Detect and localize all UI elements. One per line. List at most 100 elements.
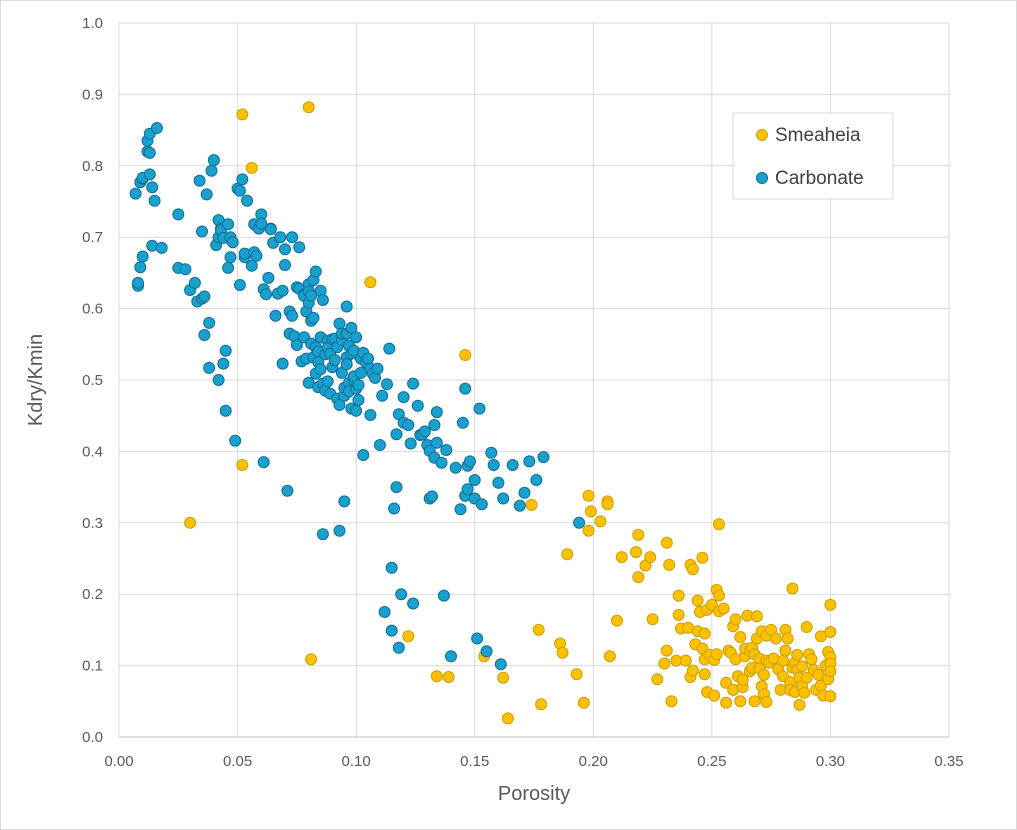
- data-point-carbonate: [385, 561, 398, 574]
- data-point-carbonate: [459, 382, 472, 395]
- data-point-carbonate: [286, 309, 299, 322]
- data-point-carbonate: [134, 261, 147, 274]
- data-point-smeaheia: [686, 563, 699, 576]
- data-point-carbonate: [407, 377, 420, 390]
- data-point-carbonate: [172, 208, 185, 221]
- data-point-smeaheia: [632, 571, 645, 584]
- data-point-smeaheia: [644, 551, 657, 564]
- data-point-smeaheia: [729, 613, 742, 626]
- data-point-carbonate: [506, 459, 519, 471]
- data-point-smeaheia: [665, 695, 678, 708]
- data-point-smeaheia: [577, 696, 590, 709]
- data-point-smeaheia: [615, 551, 628, 564]
- data-point-carbonate: [492, 476, 505, 489]
- data-point-smeaheia: [805, 653, 818, 666]
- data-point-carbonate: [205, 164, 218, 177]
- data-point-carbonate: [392, 641, 405, 654]
- data-point-carbonate: [383, 342, 396, 355]
- data-point-carbonate: [333, 317, 346, 330]
- data-point-carbonate: [378, 606, 391, 618]
- data-point-carbonate: [407, 597, 420, 610]
- data-point-carbonate: [428, 419, 441, 431]
- data-point-carbonate: [530, 474, 543, 486]
- data-point-smeaheia: [786, 582, 799, 595]
- data-point-carbonate: [487, 459, 500, 471]
- y-tick-label: 0.3: [82, 515, 103, 532]
- data-point-smeaheia: [750, 610, 763, 623]
- data-point-smeaheia: [660, 536, 673, 549]
- data-point-smeaheia: [769, 632, 782, 645]
- data-point-carbonate: [217, 357, 230, 370]
- data-point-carbonate: [464, 455, 476, 468]
- data-point-smeaheia: [698, 627, 711, 640]
- data-point-carbonate: [155, 241, 168, 254]
- data-point-smeaheia: [364, 276, 377, 289]
- legend-label-carbonate: Carbonate: [775, 168, 864, 189]
- data-point-carbonate: [362, 352, 374, 365]
- data-point-carbonate: [146, 181, 159, 194]
- data-point-carbonate: [274, 231, 287, 244]
- data-point-carbonate: [198, 329, 211, 341]
- data-point-carbonate: [435, 456, 448, 469]
- data-point-carbonate: [250, 249, 263, 262]
- data-point-carbonate: [345, 321, 358, 334]
- y-tick-label: 1.0: [82, 15, 103, 32]
- data-point-smeaheia: [305, 653, 318, 666]
- data-point-carbonate: [411, 399, 424, 412]
- data-point-smeaheia: [532, 623, 545, 636]
- data-point-smeaheia: [824, 665, 837, 678]
- data-point-carbonate: [430, 406, 443, 419]
- data-point-carbonate: [437, 589, 450, 602]
- data-point-smeaheia: [535, 698, 548, 711]
- data-point-carbonate: [255, 217, 268, 230]
- data-point-carbonate: [364, 409, 377, 421]
- data-point-carbonate: [241, 194, 254, 207]
- data-point-smeaheia: [734, 631, 747, 643]
- data-point-carbonate: [262, 271, 275, 284]
- x-axis-title: Porosity: [498, 783, 570, 805]
- data-point-carbonate: [350, 331, 363, 344]
- data-point-carbonate: [222, 218, 235, 231]
- x-tick-label: 0.00: [104, 753, 133, 770]
- data-point-carbonate: [314, 363, 327, 376]
- series-carbonate: [129, 122, 586, 671]
- data-point-carbonate: [357, 449, 370, 461]
- legend-marker-smeaheia: [756, 129, 768, 141]
- data-point-carbonate: [352, 379, 365, 391]
- data-point-carbonate: [188, 276, 201, 289]
- data-point-carbonate: [352, 394, 365, 406]
- data-point-smeaheia: [736, 673, 749, 686]
- x-tick-label: 0.35: [934, 753, 963, 770]
- y-tick-label: 0.0: [82, 729, 103, 746]
- data-point-carbonate: [233, 184, 246, 197]
- x-tick-label: 0.25: [697, 753, 726, 770]
- data-point-carbonate: [224, 251, 237, 264]
- data-point-carbonate: [321, 375, 334, 388]
- data-point-smeaheia: [698, 668, 711, 681]
- x-tick-label: 0.10: [342, 753, 371, 770]
- data-point-smeaheia: [501, 712, 514, 725]
- data-point-smeaheia: [679, 654, 692, 667]
- y-axis-title: Kdry/Kmin: [25, 334, 47, 426]
- data-point-smeaheia: [556, 646, 569, 659]
- data-point-smeaheia: [663, 558, 676, 571]
- data-point-smeaheia: [236, 108, 249, 121]
- series-smeaheia: [184, 101, 837, 725]
- data-point-smeaheia: [601, 498, 614, 511]
- data-point-carbonate: [222, 261, 235, 274]
- data-point-carbonate: [200, 188, 213, 201]
- data-point-smeaheia: [672, 589, 685, 602]
- data-point-carbonate: [219, 344, 232, 357]
- data-point-smeaheia: [824, 626, 837, 638]
- data-point-carbonate: [286, 231, 299, 244]
- data-point-smeaheia: [570, 668, 583, 681]
- data-point-carbonate: [150, 122, 163, 134]
- legend-box: [732, 112, 894, 200]
- y-tick-label: 0.7: [82, 229, 103, 246]
- y-tick-label: 0.1: [82, 658, 103, 675]
- data-point-carbonate: [179, 263, 192, 276]
- data-point-carbonate: [305, 289, 318, 302]
- data-point-carbonate: [233, 279, 246, 291]
- data-point-carbonate: [376, 389, 389, 402]
- x-tick-label: 0.15: [460, 753, 489, 770]
